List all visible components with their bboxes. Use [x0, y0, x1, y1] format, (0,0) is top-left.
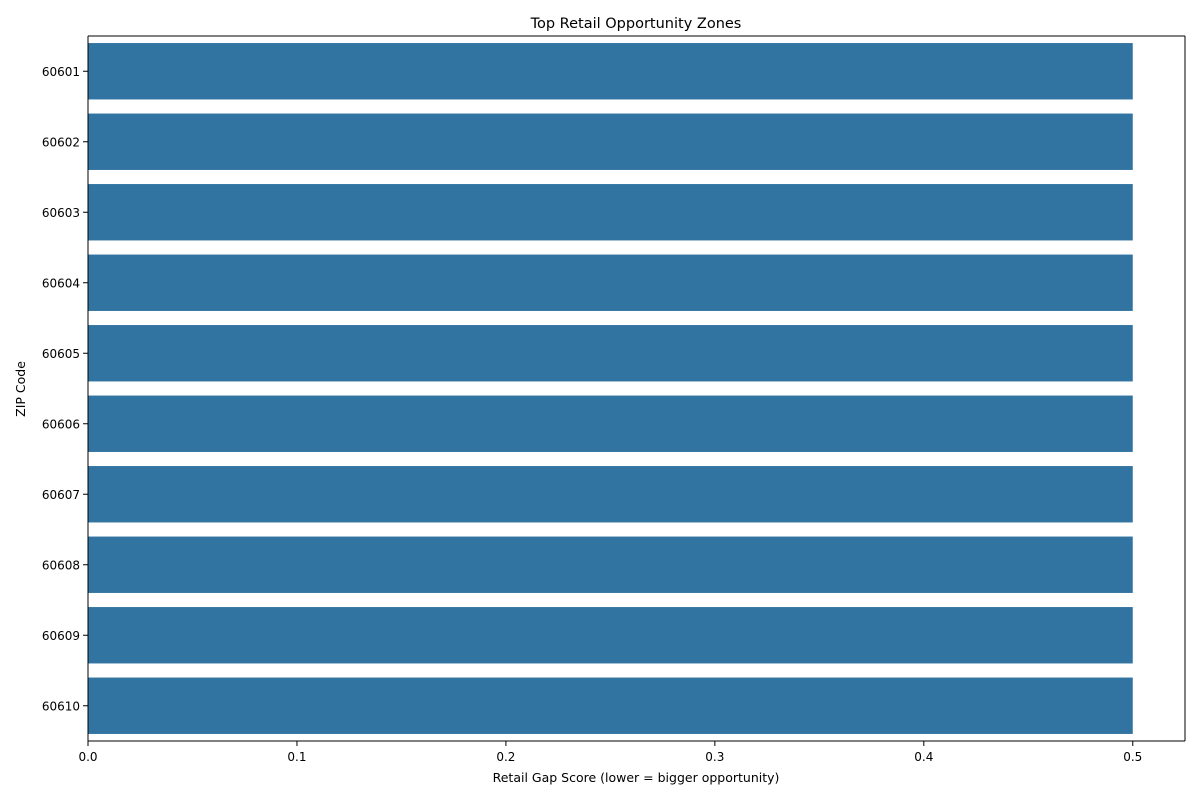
bar-60605 — [88, 325, 1133, 382]
bar-60603 — [88, 184, 1133, 241]
y-tick-label: 60609 — [42, 629, 80, 643]
x-tick-label: 0.5 — [1123, 750, 1142, 764]
chart-title: Top Retail Opportunity Zones — [530, 16, 742, 32]
bar-60601 — [88, 43, 1133, 100]
y-tick-label: 60605 — [42, 347, 80, 361]
y-tick-label: 60601 — [42, 65, 80, 79]
bar-60602 — [88, 113, 1133, 170]
bars-layer — [88, 43, 1133, 734]
x-tick-label: 0.1 — [287, 750, 306, 764]
bar-60608 — [88, 536, 1133, 593]
y-tick-label: 60602 — [42, 135, 80, 149]
bar-60606 — [88, 395, 1133, 452]
x-tick-label: 0.4 — [914, 750, 933, 764]
x-tick-label: 0.0 — [78, 750, 97, 764]
bar-60610 — [88, 677, 1133, 734]
x-tick-label: 0.2 — [496, 750, 515, 764]
y-tick-label: 60610 — [42, 699, 80, 713]
bar-60609 — [88, 607, 1133, 664]
bar-60607 — [88, 466, 1133, 523]
bar-60604 — [88, 254, 1133, 311]
y-axis-label: ZIP Code — [13, 361, 28, 417]
x-axis: 0.0 0.1 0.2 0.3 0.4 0.5 — [78, 35, 1186, 764]
x-tick-label: 0.3 — [705, 750, 724, 764]
y-tick-label: 60606 — [42, 417, 80, 431]
y-tick-label: 60604 — [42, 276, 80, 290]
y-tick-label: 60608 — [42, 558, 80, 572]
y-tick-label: 60603 — [42, 206, 80, 220]
x-axis-label: Retail Gap Score (lower = bigger opportu… — [493, 770, 780, 785]
y-tick-label: 60607 — [42, 488, 80, 502]
y-axis: 60601 60602 60603 60604 60605 60606 60607 60608… — [42, 65, 88, 713]
